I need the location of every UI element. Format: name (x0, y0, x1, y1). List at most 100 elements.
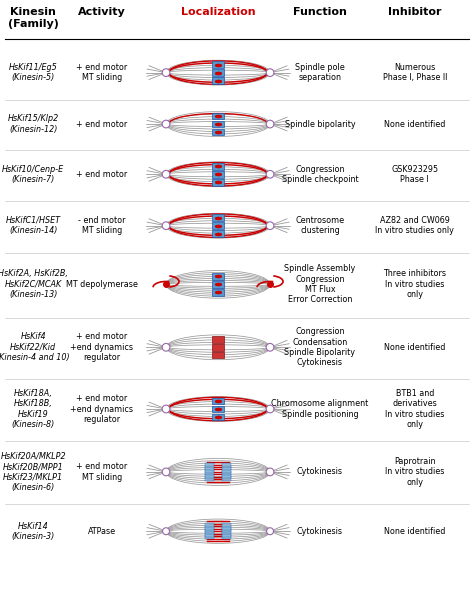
Text: Spindle bipolarity: Spindle bipolarity (285, 120, 355, 128)
Text: Spindle pole
separation: Spindle pole separation (295, 63, 345, 82)
Text: HsKif15/Klp2
(Kinesin-12): HsKif15/Klp2 (Kinesin-12) (8, 114, 59, 134)
Bar (212, 129, 224, 136)
Text: Activity: Activity (78, 7, 126, 17)
Circle shape (162, 69, 170, 76)
Text: HsKif2A, HsKif2B,
HsKif2C/MCAK
(Kinesin-13): HsKif2A, HsKif2B, HsKif2C/MCAK (Kinesin-… (0, 269, 68, 299)
Bar (212, 223, 224, 229)
Text: Spindle Assembly
Congression
MT Flux
Error Correction: Spindle Assembly Congression MT Flux Err… (284, 264, 356, 304)
Text: + end motor
MT sliding: + end motor MT sliding (76, 63, 128, 82)
Bar (205, 466, 214, 470)
Circle shape (266, 344, 274, 351)
Bar (212, 344, 224, 351)
Text: + end motor
+end dynamics
regulator: + end motor +end dynamics regulator (71, 332, 133, 362)
Text: HsKif18A,
HsKif18B,
HsKif19
(Kinesin-8): HsKif18A, HsKif18B, HsKif19 (Kinesin-8) (11, 389, 55, 429)
Circle shape (162, 120, 170, 128)
Bar (205, 474, 214, 478)
Bar (205, 463, 214, 468)
Text: None identified: None identified (384, 527, 446, 535)
Text: Numerous
Phase I, Phase II: Numerous Phase I, Phase II (383, 63, 447, 82)
Circle shape (266, 405, 274, 413)
Bar (222, 528, 231, 532)
Bar (222, 531, 231, 534)
Bar (212, 231, 224, 237)
Circle shape (266, 222, 274, 229)
Bar (222, 526, 231, 529)
Bar (212, 406, 224, 413)
Bar (212, 171, 224, 178)
Text: + end motor: + end motor (76, 170, 128, 178)
Bar (205, 535, 214, 539)
Text: HsKif11/Eg5
(Kinesin-5): HsKif11/Eg5 (Kinesin-5) (9, 63, 57, 82)
Text: Localization: Localization (181, 7, 255, 17)
Text: Congression
Condensation
Spindle Bipolarity
Cytokinesis: Congression Condensation Spindle Bipolar… (284, 327, 356, 367)
Text: Paprotrain
In vitro studies
only: Paprotrain In vitro studies only (385, 457, 445, 487)
Bar (205, 533, 214, 537)
Text: + end motor: + end motor (76, 120, 128, 128)
Bar (212, 179, 224, 186)
Bar (222, 535, 231, 539)
Text: Function: Function (293, 7, 347, 17)
Text: AZ82 and CW069
In vitro studies only: AZ82 and CW069 In vitro studies only (375, 216, 454, 235)
Circle shape (266, 468, 274, 476)
Bar (212, 121, 224, 128)
Text: - end motor
MT sliding: - end motor MT sliding (78, 216, 126, 235)
Bar (205, 468, 214, 473)
Bar (212, 163, 224, 169)
Bar (212, 61, 224, 68)
Bar (205, 523, 214, 527)
Text: HsKifC1/HSET
(Kinesin-14): HsKifC1/HSET (Kinesin-14) (6, 216, 61, 235)
Text: Kinesin
(Family): Kinesin (Family) (8, 7, 59, 28)
Bar (212, 70, 224, 76)
Bar (212, 397, 224, 404)
Text: BTB1 and
derivatives
In vitro studies
only: BTB1 and derivatives In vitro studies on… (385, 389, 445, 429)
Bar (222, 476, 231, 481)
Text: None identified: None identified (384, 343, 446, 352)
Text: Chromosome alignment
Spindle positioning: Chromosome alignment Spindle positioning (271, 399, 369, 419)
Text: HsKif10/Cenp-E
(Kinesin-7): HsKif10/Cenp-E (Kinesin-7) (2, 165, 64, 184)
Bar (212, 289, 224, 296)
Text: Centrosome
clustering: Centrosome clustering (295, 216, 345, 235)
Bar (205, 528, 214, 532)
Bar (205, 471, 214, 476)
Bar (222, 474, 231, 478)
Text: HsKif14
(Kinesin-3): HsKif14 (Kinesin-3) (11, 522, 55, 541)
Text: Congression
Spindle checkpoint: Congression Spindle checkpoint (282, 165, 358, 184)
Text: Cytokinesis: Cytokinesis (297, 468, 343, 476)
Bar (212, 352, 224, 359)
Text: + end motor
MT sliding: + end motor MT sliding (76, 462, 128, 482)
Bar (212, 336, 224, 343)
Text: HsKif4
HsKif22/Kid
(Kinesin-4 and 10): HsKif4 HsKif22/Kid (Kinesin-4 and 10) (0, 332, 70, 362)
Bar (212, 113, 224, 119)
Circle shape (266, 171, 274, 178)
Text: + end motor
+end dynamics
regulator: + end motor +end dynamics regulator (71, 394, 133, 424)
Bar (222, 471, 231, 476)
Bar (212, 273, 224, 280)
Circle shape (163, 528, 170, 535)
Bar (222, 468, 231, 473)
Bar (212, 77, 224, 84)
Bar (222, 533, 231, 537)
Text: GSK923295
Phase I: GSK923295 Phase I (391, 165, 438, 184)
Circle shape (162, 405, 170, 413)
Bar (205, 476, 214, 481)
Bar (222, 466, 231, 470)
Circle shape (162, 222, 170, 229)
Bar (222, 523, 231, 527)
Text: Inhibitor: Inhibitor (388, 7, 441, 17)
Circle shape (266, 120, 274, 128)
Bar (222, 463, 231, 468)
Bar (212, 214, 224, 221)
Bar (205, 526, 214, 529)
Text: None identified: None identified (384, 120, 446, 128)
Bar (212, 281, 224, 288)
Text: MT depolymerase: MT depolymerase (66, 280, 138, 289)
Circle shape (266, 69, 274, 76)
Bar (212, 414, 224, 420)
Circle shape (162, 344, 170, 351)
Circle shape (162, 468, 170, 476)
Text: Three inhibitors
In vitro studies
only: Three inhibitors In vitro studies only (383, 269, 446, 299)
Text: Cytokinesis: Cytokinesis (297, 527, 343, 535)
Text: ATPase: ATPase (88, 527, 116, 535)
Text: HsKif20A/MKLP2
HsKif20B/MPP1
HsKif23/MKLP1
(Kinesin-6): HsKif20A/MKLP2 HsKif20B/MPP1 HsKif23/MKL… (0, 452, 66, 492)
Bar (205, 531, 214, 534)
